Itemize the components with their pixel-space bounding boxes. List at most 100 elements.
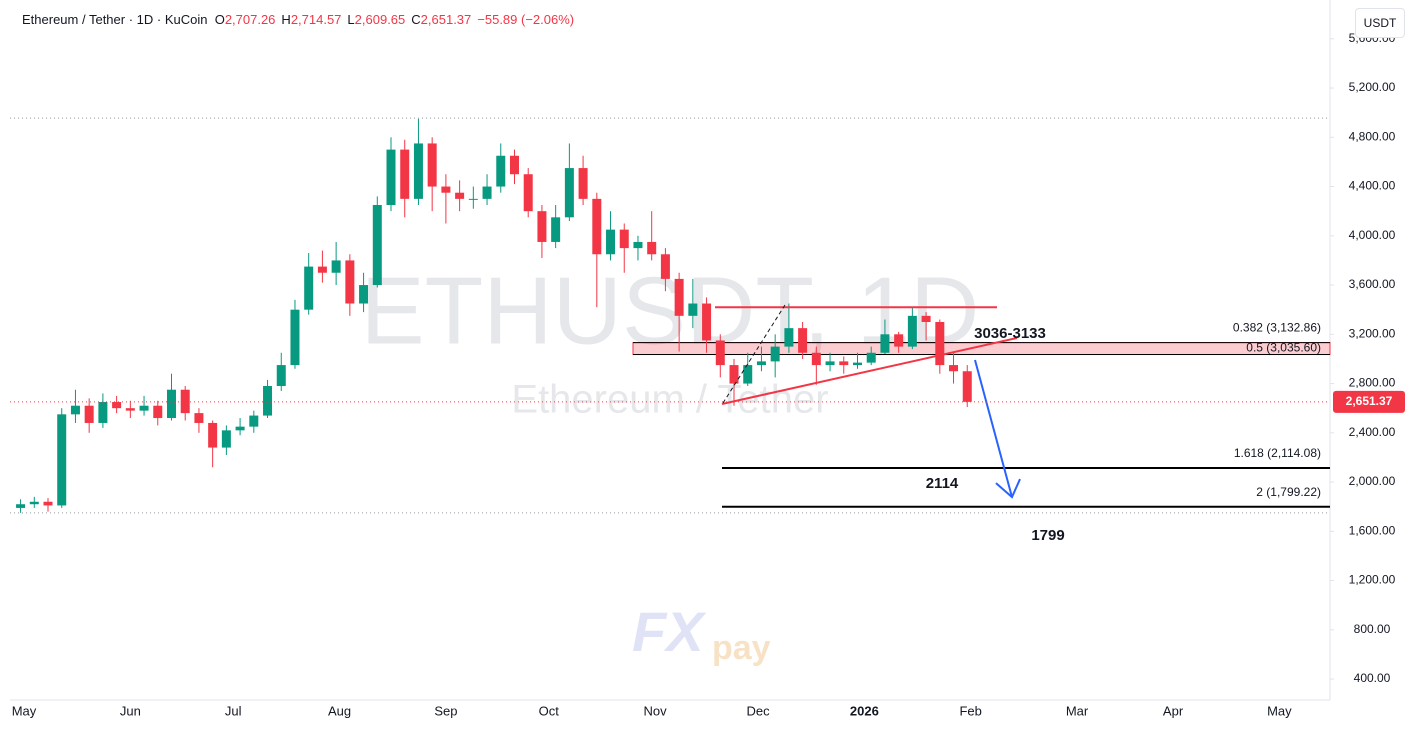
candle-body xyxy=(606,229,616,255)
candle-body xyxy=(798,328,808,353)
candle-body xyxy=(894,334,904,347)
candle-body xyxy=(935,321,945,366)
candle-body xyxy=(921,315,931,322)
x-tick-label: Nov xyxy=(644,703,668,718)
candle-body xyxy=(84,405,94,423)
y-tick-label: 1,600.00 xyxy=(1349,523,1396,537)
candle-body xyxy=(866,352,876,363)
candle-body xyxy=(743,365,753,384)
y-tick-label: 800.00 xyxy=(1354,622,1391,636)
candle-body xyxy=(372,205,382,286)
candle-body xyxy=(112,402,122,409)
candle-body xyxy=(125,408,135,411)
x-tick-label: Feb xyxy=(959,703,981,718)
last-price-tag xyxy=(1333,390,1405,413)
x-tick-label: Oct xyxy=(539,703,560,718)
y-tick-label: 2,800.00 xyxy=(1349,376,1396,390)
currency-button[interactable]: USDT xyxy=(1355,8,1405,38)
candle-body xyxy=(482,186,492,199)
x-tick-label: Aug xyxy=(328,703,351,718)
ohlc-key: C xyxy=(411,12,421,27)
x-tick-label: Jul xyxy=(225,703,242,718)
logo-pay: pay xyxy=(712,629,771,667)
plot-layer: 400.00 800.00 1,200.00 1,600.00 2,000.00 2,40… xyxy=(10,31,1405,718)
candle-body xyxy=(441,186,451,193)
y-tick-label: 5,200.00 xyxy=(1349,80,1396,94)
x-tick-label: Apr xyxy=(1163,703,1184,718)
x-tick-label: Sep xyxy=(434,703,457,718)
candle-body xyxy=(235,426,245,431)
candle-body xyxy=(468,198,478,200)
fib-label: 1.618 (2,114.08) xyxy=(1234,446,1321,460)
candle-body xyxy=(852,362,862,366)
fib-label: 2 (1,799.22) xyxy=(1256,485,1321,499)
y-tick-label: 1,200.00 xyxy=(1349,573,1396,587)
candle-body xyxy=(962,371,972,402)
y-tick-label: 4,400.00 xyxy=(1349,179,1396,193)
x-tick-label: Mar xyxy=(1066,703,1089,718)
candle-body xyxy=(578,168,588,199)
y-tick-label: 3,200.00 xyxy=(1349,326,1396,340)
candle-body xyxy=(249,415,259,427)
candle-body xyxy=(551,217,561,242)
candle-body xyxy=(509,155,519,175)
candle-body xyxy=(153,405,163,419)
resistance-zone xyxy=(632,342,1331,356)
y-tick-label: 4,800.00 xyxy=(1349,129,1396,143)
candle-body xyxy=(455,192,465,199)
candle-body xyxy=(166,389,176,419)
y-tick-label: 2,000.00 xyxy=(1349,474,1396,488)
candle-body xyxy=(263,386,273,416)
x-tick-label: Dec xyxy=(746,703,770,718)
watermark-title: ETHUSDT, 1D xyxy=(361,257,980,364)
candle-body xyxy=(633,241,643,249)
candle-body xyxy=(427,143,437,187)
candle-body xyxy=(221,430,231,448)
candle-body xyxy=(592,198,602,255)
candle-body xyxy=(29,501,39,505)
x-tick-label: May xyxy=(12,703,37,718)
candle-body xyxy=(400,149,410,199)
candle-body xyxy=(619,229,629,249)
logo-fx: FX xyxy=(632,600,707,663)
candle-body xyxy=(674,278,684,316)
ohlc-value: 2,707.26 xyxy=(224,12,276,27)
candle-body xyxy=(359,285,369,304)
candle-body xyxy=(70,405,80,415)
symbol-legend: Ethereum / Tether · 1D · KuCoin O2,707.2… xyxy=(22,12,580,27)
candle-body xyxy=(564,168,574,218)
candle-body xyxy=(537,211,547,242)
candle-body xyxy=(290,309,300,366)
candle-body xyxy=(304,266,314,310)
candle-body xyxy=(413,143,423,199)
y-tick-label: 2,400.00 xyxy=(1349,425,1396,439)
candle-body xyxy=(331,260,341,273)
candle-body xyxy=(825,361,835,366)
x-tick-label: Jun xyxy=(120,703,141,718)
fib-label: 0.382 (3,132.86) xyxy=(1233,321,1321,335)
ohlc-value: 2,714.57 xyxy=(290,12,342,27)
swing-line xyxy=(722,304,786,404)
candle-body xyxy=(43,501,53,506)
candle-body xyxy=(702,303,712,341)
ohlc-key: H xyxy=(281,12,291,27)
price-change: −55.89 (−2.06%) xyxy=(477,12,575,27)
candle-body xyxy=(907,315,917,347)
candle-body xyxy=(949,365,959,372)
candle-body xyxy=(16,504,26,508)
x-tick-label: May xyxy=(1267,703,1292,718)
candle-body xyxy=(784,328,794,347)
candle-body xyxy=(345,260,355,304)
fib-label: 0.5 (3,035.60) xyxy=(1246,341,1321,355)
candle-body xyxy=(180,389,190,414)
candle-body xyxy=(386,149,396,206)
candle-body xyxy=(770,346,780,362)
y-tick-label: 4,000.00 xyxy=(1349,228,1396,242)
symbol-name: Ethereum / Tether · 1D · KuCoin xyxy=(22,12,208,27)
last-price-label: 2,651.37 xyxy=(1346,394,1393,408)
target-label: 2114 xyxy=(926,475,959,492)
candle-body xyxy=(715,340,725,366)
candle-body xyxy=(756,361,766,366)
